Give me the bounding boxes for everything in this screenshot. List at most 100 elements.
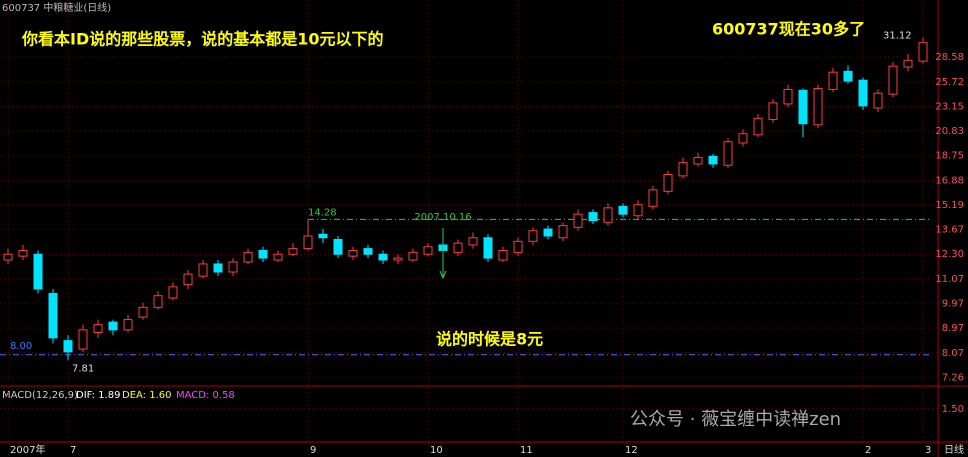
candle-body — [258, 249, 268, 259]
x-tick-label: 2 — [865, 445, 871, 456]
candle-body — [333, 239, 343, 255]
annotation: 说的时候是8元 — [436, 330, 543, 349]
candle-body — [723, 141, 733, 166]
annotation: 600737现在30多了 — [712, 20, 865, 39]
y-tick-label: 16.88 — [935, 175, 964, 186]
candle-body — [48, 292, 58, 339]
y-tick-label: 20.83 — [935, 126, 964, 137]
candle-body — [888, 65, 898, 95]
low-label: 7.81 — [72, 363, 94, 374]
candle-body — [543, 228, 553, 237]
candle-body — [273, 253, 283, 261]
candle-body — [813, 87, 823, 126]
candle-body — [483, 237, 493, 259]
x-tick-label: 12 — [625, 445, 638, 456]
candle-body — [168, 286, 178, 299]
y-tick-label: 7.26 — [942, 372, 964, 383]
candle-body — [453, 242, 463, 253]
candle-body — [903, 59, 913, 68]
candle-body — [153, 295, 163, 308]
macd-dea: DEA: 1.60 — [122, 390, 172, 401]
candle-body — [123, 319, 133, 331]
candle-body — [393, 257, 403, 261]
candle-body — [468, 237, 478, 246]
chart-title: 600737 中粮糖业(日线) — [2, 1, 111, 14]
watermark: 公众号 · 薇宝缠中读禅zen — [630, 409, 841, 430]
y-tick-label: 18.75 — [935, 151, 964, 162]
y-tick-label: 25.72 — [935, 77, 964, 88]
candle-body — [378, 253, 388, 261]
candle-body — [753, 117, 763, 136]
candle-body — [558, 225, 568, 239]
candle-body — [738, 133, 748, 144]
candle-body — [213, 263, 223, 273]
macd-value: MACD: 0.58 — [176, 390, 235, 401]
candle-body — [678, 162, 688, 177]
candle-body — [63, 340, 73, 353]
y-tick-label: 8.07 — [942, 348, 964, 359]
candle-body — [243, 251, 253, 263]
candle-body — [528, 230, 538, 242]
y-tick-label: 1.50 — [942, 404, 964, 415]
candle-body — [108, 321, 118, 331]
candle-body — [663, 174, 673, 192]
x-tick-label: 9 — [310, 445, 316, 456]
candle-body — [843, 70, 853, 82]
candle-body — [783, 88, 793, 105]
candle-body — [18, 249, 28, 257]
candle-body — [828, 71, 838, 90]
candle-body — [918, 42, 928, 62]
x-tick-label: 3 — [925, 445, 931, 456]
candle-body — [873, 92, 883, 109]
high-label: 14.28 — [308, 207, 337, 218]
macd-dif: DIF: 1.89 — [76, 390, 120, 401]
y-tick-label: 28.58 — [935, 52, 964, 63]
candle-body — [198, 263, 208, 277]
annotation: 2007.10.16 — [414, 212, 471, 223]
candle-body — [183, 273, 193, 286]
candle-body — [303, 235, 313, 250]
candle-body — [33, 253, 43, 290]
x-tick-label: 7 — [70, 445, 76, 456]
candle-body — [768, 102, 778, 120]
annotation-arrowhead — [439, 270, 447, 280]
x-tick-label: 2007年 — [10, 443, 45, 456]
candle-body — [603, 207, 613, 223]
candle-body — [3, 253, 13, 261]
candle-body — [693, 157, 703, 165]
candle-body — [318, 233, 328, 239]
y-tick-label: 13.67 — [935, 225, 964, 236]
candle-body — [228, 261, 238, 273]
macd-title: MACD(12,26,9) — [2, 390, 78, 401]
candle-body — [798, 89, 808, 125]
candle-body — [78, 329, 88, 350]
candle-body — [363, 248, 373, 255]
candle-body — [573, 213, 583, 228]
candle-body — [423, 246, 433, 255]
candle-body — [618, 205, 628, 215]
y-tick-label: 15.19 — [935, 200, 964, 211]
period-label: 日线 — [944, 443, 964, 456]
reference-label: 8.00 — [10, 341, 32, 352]
y-tick-label: 8.97 — [942, 323, 964, 334]
y-tick-label: 12.30 — [935, 249, 964, 260]
candle-body — [408, 251, 418, 261]
x-tick-label: 11 — [520, 445, 533, 456]
candle-body — [858, 79, 868, 107]
candle-body — [138, 306, 148, 318]
candle-body — [708, 155, 718, 165]
candle-body — [513, 240, 523, 253]
high-label: 31.12 — [883, 30, 912, 41]
candle-body — [648, 189, 658, 207]
candle-body — [498, 249, 508, 261]
candle-body — [93, 324, 103, 334]
annotation: 你看本ID说的那些股票，说的基本都是10元以下的 — [21, 30, 384, 49]
candle-body — [588, 212, 598, 222]
candle-body — [633, 204, 643, 217]
y-tick-label: 9.97 — [942, 298, 964, 309]
candle-body — [348, 249, 358, 257]
candle-body — [288, 248, 298, 255]
x-tick-label: 10 — [430, 445, 443, 456]
